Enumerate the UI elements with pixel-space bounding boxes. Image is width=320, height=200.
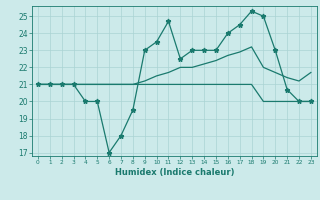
X-axis label: Humidex (Indice chaleur): Humidex (Indice chaleur) bbox=[115, 168, 234, 177]
